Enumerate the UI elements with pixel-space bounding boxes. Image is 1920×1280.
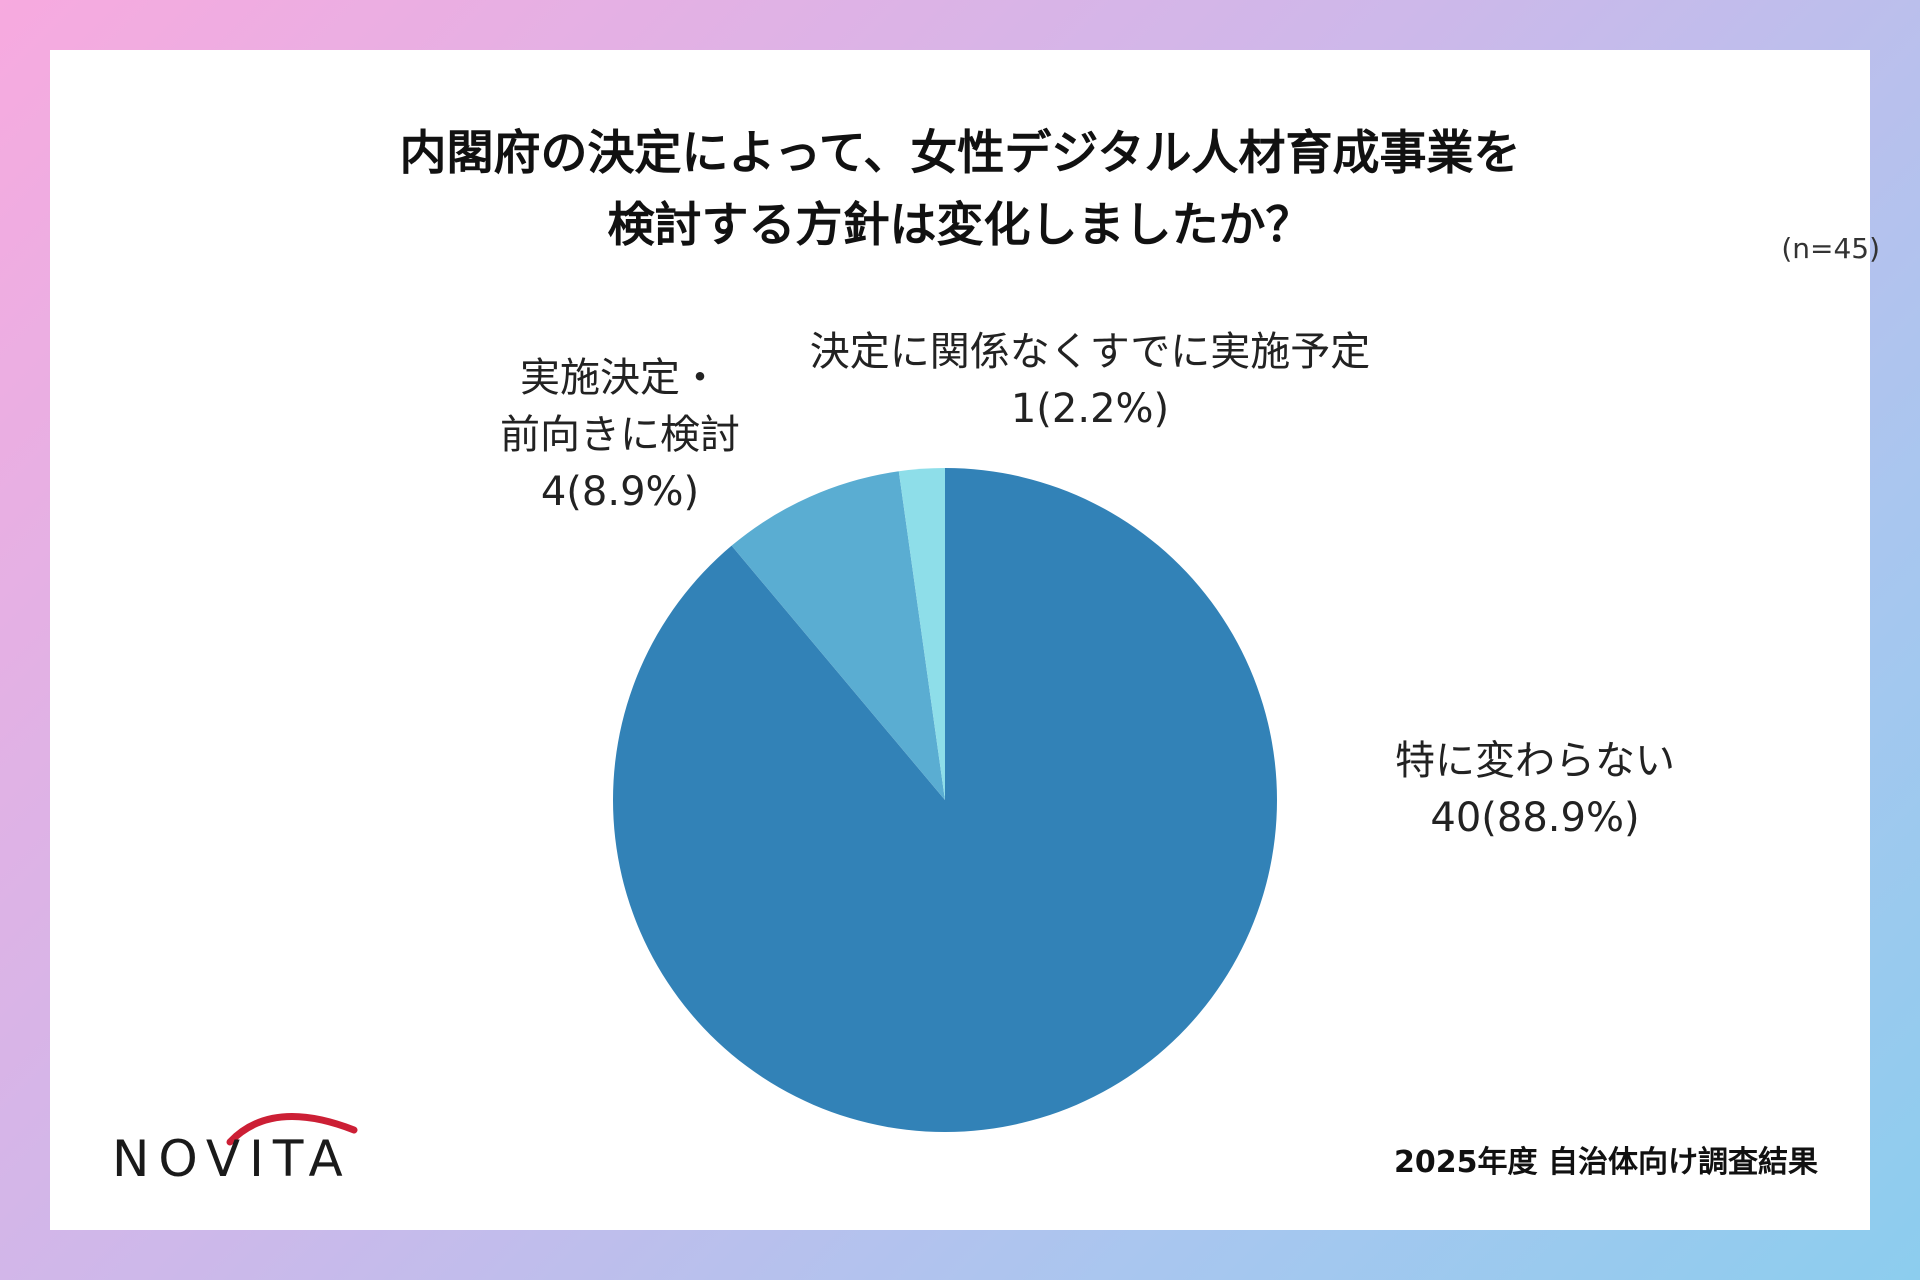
label-no-change-name: 特に変わらない [1395, 738, 1675, 784]
label-no-change-value: 40(88.9%) [1430, 795, 1640, 841]
label-already-planned: 決定に関係なくすでに実施予定 1(2.2%) [770, 324, 1410, 438]
label-decided-positive-name-1: 実施決定・ [520, 355, 720, 401]
title-line-1: 内閣府の決定によって、女性デジタル人材育成事業を [399, 126, 1521, 181]
sample-size: (n=45) [1781, 232, 1880, 265]
title-line-2: 検討する方針は変化しましたか？ [607, 198, 1313, 253]
label-already-planned-name: 決定に関係なくすでに実施予定 [809, 329, 1371, 375]
logo-arc-icon [226, 1113, 358, 1146]
pie-slice-1 [731, 471, 945, 800]
label-no-change: 特に変わらない 40(88.9%) [1310, 733, 1760, 847]
chart-title: 内閣府の決定によって、女性デジタル人材育成事業を 検討する方針は変化しましたか？ [0, 118, 1920, 262]
logo-text: NOVITA [112, 1130, 352, 1188]
footer-note: 2025年度 自治体向け調査結果 [1394, 1145, 1818, 1180]
novita-logo: NOVITA [112, 1090, 372, 1190]
label-decided-positive-value: 4(8.9%) [540, 469, 700, 515]
pie-slice-2 [898, 468, 945, 800]
label-decided-positive: 実施決定・ 前向きに検討 4(8.9%) [420, 350, 820, 521]
label-decided-positive-name-2: 前向きに検討 [500, 412, 740, 458]
label-already-planned-value: 1(2.2%) [1010, 386, 1170, 432]
